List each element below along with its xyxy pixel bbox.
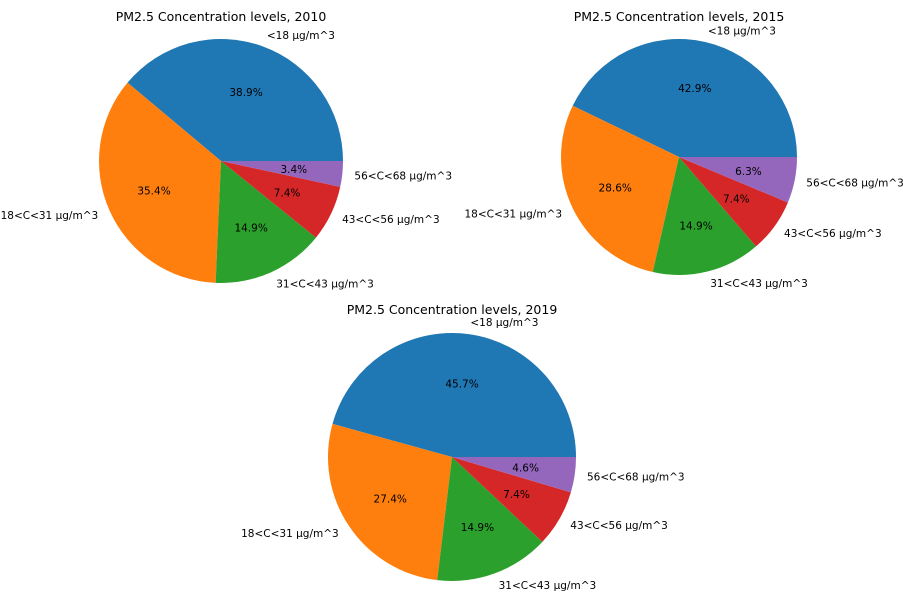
pie-wedge xyxy=(452,457,571,542)
wedge-percent-label: 7.4% xyxy=(723,194,750,206)
wedge-percent-label: 14.9% xyxy=(679,221,712,233)
wedge-percent-label: 3.4% xyxy=(280,164,307,176)
wedge-percent-label: 35.4% xyxy=(137,185,170,197)
pie-wedge xyxy=(221,161,341,238)
pie-wedge xyxy=(452,457,576,493)
wedge-percent-label: 45.7% xyxy=(445,378,478,390)
wedge-label: 43<C<56 µg/m^3 xyxy=(570,520,668,532)
pie-wedge xyxy=(652,157,756,275)
wedge-percent-label: 4.6% xyxy=(512,463,539,475)
wedge-percent-label: 7.4% xyxy=(274,188,301,200)
chart-title: PM2.5 Concentration levels, 2010 xyxy=(116,9,327,24)
pie-wedge xyxy=(561,105,679,273)
pie-wedge xyxy=(215,161,316,283)
wedge-label: 43<C<56 µg/m^3 xyxy=(784,228,882,240)
pie-wedge xyxy=(679,157,788,247)
wedge-label: <18 µg/m^3 xyxy=(708,25,776,37)
wedge-percent-label: 14.9% xyxy=(461,522,494,534)
pie-chart-0: PM2.5 Concentration levels, 2010 <18 µg/m… xyxy=(1,9,452,290)
wedge-percent-label: 6.3% xyxy=(735,166,762,178)
pie-wedge xyxy=(127,38,343,161)
pie-wedge xyxy=(221,161,343,187)
pie-wedge xyxy=(328,423,452,581)
wedge-label: 43<C<56 µg/m^3 xyxy=(342,214,440,226)
wedge-label: 56<C<68 µg/m^3 xyxy=(354,170,452,182)
pie-chart-1: PM2.5 Concentration levels, 2015<18 µg/m… xyxy=(464,9,903,290)
wedge-label: <18 µg/m^3 xyxy=(267,30,335,42)
wedge-label: 18<C<31 µg/m^3 xyxy=(1,210,99,222)
wedge-label: 56<C<68 µg/m^3 xyxy=(587,472,685,484)
wedge-label: 18<C<31 µg/m^3 xyxy=(241,528,339,540)
wedge-label: 31<C<43 µg/m^3 xyxy=(276,278,374,290)
pie-wedge xyxy=(679,157,797,203)
wedge-label: 56<C<68 µg/m^3 xyxy=(806,177,903,189)
wedge-label: 18<C<31 µg/m^3 xyxy=(464,208,562,220)
pie-wedge xyxy=(99,82,221,283)
pie-wedge xyxy=(332,333,576,457)
wedge-label: 31<C<43 µg/m^3 xyxy=(499,580,597,592)
pie-chart-2: PM2.5 Concentration levels, 2019<18 µg/m… xyxy=(241,302,684,592)
chart-title: PM2.5 Concentration levels, 2015 xyxy=(574,9,785,24)
wedge-percent-label: 28.6% xyxy=(599,183,632,195)
chart-title: PM2.5 Concentration levels, 2019 xyxy=(347,302,558,317)
wedge-percent-label: 7.4% xyxy=(503,489,530,501)
wedge-percent-label: 38.9% xyxy=(229,87,262,99)
wedge-percent-label: 27.4% xyxy=(374,493,407,505)
pie-wedge xyxy=(437,457,543,581)
wedge-percent-label: 42.9% xyxy=(678,83,711,95)
wedge-label: 31<C<43 µg/m^3 xyxy=(710,278,808,290)
wedge-percent-label: 14.9% xyxy=(234,223,267,235)
pie-wedge xyxy=(572,39,797,157)
wedge-label: <18 µg/m^3 xyxy=(470,317,538,329)
